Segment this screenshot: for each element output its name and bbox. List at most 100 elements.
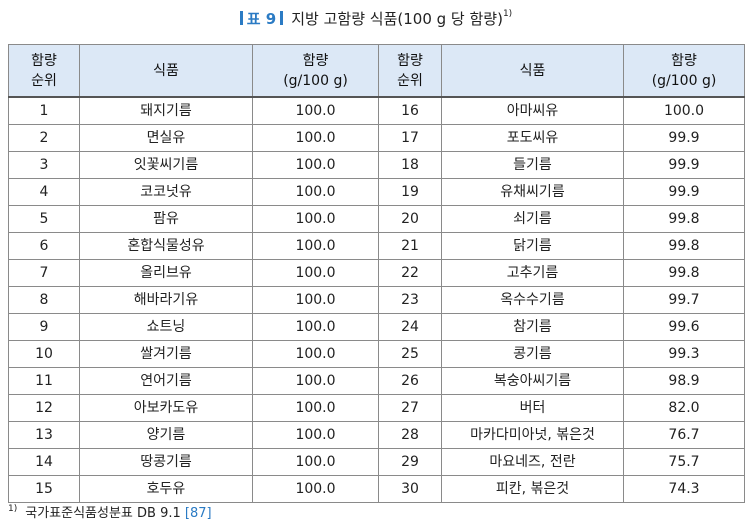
cell-left-food: 양기름: [79, 421, 253, 449]
header-rank-label: 함량 순위: [31, 52, 57, 89]
cell-right-food: 고추기름: [441, 259, 624, 287]
cell-right-food: 쇠기름: [441, 205, 624, 233]
cell-left-rank: 9: [8, 313, 80, 341]
cell-right-amount: 82.0: [623, 394, 745, 422]
table-row: 11 연어기름 100.0 26 복숭아씨기름 98.9: [8, 367, 745, 395]
table-row: 9 쇼트닝 100.0 24 참기름 99.6: [8, 313, 745, 341]
cell-right-rank: 20: [378, 205, 442, 233]
header-rank: 함량 순위: [8, 44, 80, 98]
cell-right-amount: 99.8: [623, 259, 745, 287]
cell-left-rank: 11: [8, 367, 80, 395]
header-row: 함량 순위 식품 함량 (g/100 g) 함량 순위 식품 함량 (g/100…: [8, 44, 745, 98]
table-row: 4 코코넛유 100.0 19 유채씨기름 99.9: [8, 178, 745, 206]
header-rank-label: 함량 순위: [397, 52, 423, 89]
cell-left-food: 면실유: [79, 124, 253, 152]
cell-left-rank: 5: [8, 205, 80, 233]
cell-right-amount: 100.0: [623, 96, 745, 125]
cell-left-food: 돼지기름: [79, 96, 253, 125]
footnote-mark: 1): [8, 504, 18, 514]
header-food-label: 식품: [153, 62, 179, 79]
fat-content-table: 함량 순위 식품 함량 (g/100 g) 함량 순위 식품 함량 (g/100…: [8, 44, 745, 503]
table-row: 2 면실유 100.0 17 포도씨유 99.9: [8, 124, 745, 152]
header-food-label: 식품: [519, 62, 546, 79]
cell-right-food: 피칸, 볶은것: [441, 475, 624, 503]
cell-right-amount: 75.7: [623, 448, 745, 476]
cell-left-food: 쇼트닝: [79, 313, 253, 341]
header-amount-label: 함량 (g/100 g): [651, 52, 717, 89]
cell-left-amount: 100.0: [252, 340, 379, 368]
table-row: 10 쌀겨기름 100.0 25 콩기름 99.3: [8, 340, 745, 368]
footnote: 1) 국가표준식품성분표 DB 9.1 [87]: [8, 505, 212, 523]
table-row: 5 팜유 100.0 20 쇠기름 99.8: [8, 205, 745, 233]
header-amount: 함량 (g/100 g): [252, 44, 379, 98]
cell-right-food: 버터: [441, 394, 624, 422]
cell-left-food: 호두유: [79, 475, 253, 503]
cell-left-amount: 100.0: [252, 313, 379, 341]
table-title: 지방 고함량 식품(100 g 당 함량): [291, 10, 503, 28]
cell-left-rank: 1: [8, 96, 80, 125]
cell-right-rank: 27: [378, 394, 442, 422]
cell-left-food: 팜유: [79, 205, 253, 233]
cell-left-amount: 100.0: [252, 232, 379, 260]
cell-left-food: 코코넛유: [79, 178, 253, 206]
cell-right-rank: 16: [378, 96, 442, 125]
cell-right-rank: 23: [378, 286, 442, 314]
cell-left-rank: 12: [8, 394, 80, 422]
cell-right-food: 아마씨유: [441, 96, 624, 125]
cell-right-rank: 28: [378, 421, 442, 449]
cell-left-rank: 6: [8, 232, 80, 260]
cell-left-amount: 100.0: [252, 475, 379, 503]
cell-right-amount: 99.3: [623, 340, 745, 368]
cell-right-food: 마카다미아넛, 볶은것: [441, 421, 624, 449]
table-caption: 표 9 지방 고함량 식품(100 g 당 함량)1): [0, 8, 752, 30]
cell-left-food: 연어기름: [79, 367, 253, 395]
table-row: 12 아보카도유 100.0 27 버터 82.0: [8, 394, 745, 422]
cell-left-amount: 100.0: [252, 178, 379, 206]
caption-bar-right: [280, 11, 284, 25]
cell-left-amount: 100.0: [252, 367, 379, 395]
cell-right-rank: 18: [378, 151, 442, 179]
cell-left-food: 아보카도유: [79, 394, 253, 422]
header-amount-label: 함량 (g/100 g): [283, 52, 348, 89]
cell-right-rank: 24: [378, 313, 442, 341]
cell-left-amount: 100.0: [252, 205, 379, 233]
cell-right-food: 콩기름: [441, 340, 624, 368]
cell-right-food: 들기름: [441, 151, 624, 179]
cell-left-food: 땅콩기름: [79, 448, 253, 476]
table-body: 1 돼지기름 100.0 16 아마씨유 100.0 2 면실유 100.0 17 포도씨유 99.9…: [8, 96, 745, 503]
header-rank: 함량 순위: [378, 44, 442, 98]
cell-left-amount: 100.0: [252, 259, 379, 287]
header-food: 식품: [79, 44, 253, 98]
cell-right-amount: 99.6: [623, 313, 745, 341]
cell-right-amount: 99.8: [623, 205, 745, 233]
cell-left-amount: 100.0: [252, 394, 379, 422]
cell-right-amount: 74.3: [623, 475, 745, 503]
cell-right-rank: 29: [378, 448, 442, 476]
table-row: 7 올리브유 100.0 22 고추기름 99.8: [8, 259, 745, 287]
cell-left-food: 잇꽃씨기름: [79, 151, 253, 179]
table-row: 13 양기름 100.0 28 마카다미아넛, 볶은것 76.7: [8, 421, 745, 449]
cell-right-rank: 26: [378, 367, 442, 395]
cell-left-amount: 100.0: [252, 421, 379, 449]
footnote-marker: 1): [502, 9, 513, 19]
header-food: 식품: [441, 44, 624, 98]
header-amount: 함량 (g/100 g): [623, 44, 745, 98]
cell-left-rank: 4: [8, 178, 80, 206]
cell-left-food: 쌀겨기름: [79, 340, 253, 368]
cell-right-rank: 17: [378, 124, 442, 152]
cell-left-amount: 100.0: [252, 151, 379, 179]
cell-left-rank: 8: [8, 286, 80, 314]
cell-left-rank: 3: [8, 151, 80, 179]
footnote-reference: [87]: [184, 506, 212, 521]
cell-right-rank: 25: [378, 340, 442, 368]
cell-left-rank: 7: [8, 259, 80, 287]
cell-right-food: 유채씨기름: [441, 178, 624, 206]
cell-left-amount: 100.0: [252, 124, 379, 152]
cell-right-food: 복숭아씨기름: [441, 367, 624, 395]
cell-right-rank: 19: [378, 178, 442, 206]
table-row: 3 잇꽃씨기름 100.0 18 들기름 99.9: [8, 151, 745, 179]
cell-right-amount: 99.7: [623, 286, 745, 314]
cell-left-food: 해바라기유: [79, 286, 253, 314]
cell-left-rank: 15: [8, 475, 80, 503]
cell-left-rank: 10: [8, 340, 80, 368]
